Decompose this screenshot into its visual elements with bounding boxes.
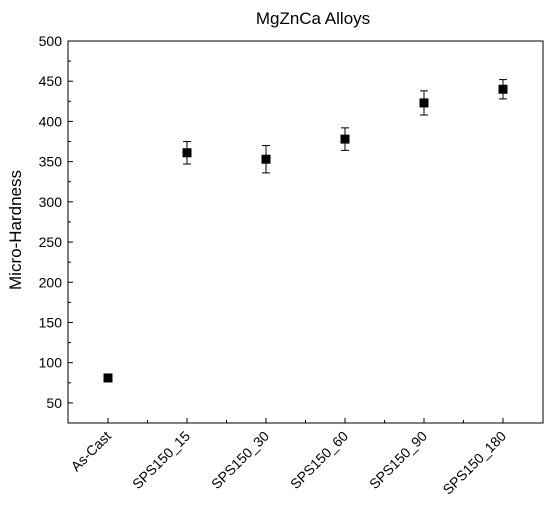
x-axis: As-Cast SPS150_15 SPS150_30 SPS150_60 SPS150… xyxy=(68,418,509,498)
y-tick-label: 50 xyxy=(46,395,62,411)
x-tick-label: SPS150_15 xyxy=(129,428,193,492)
data-point xyxy=(261,154,271,164)
data-point xyxy=(340,134,350,144)
x-tick-label: SPS150_90 xyxy=(366,428,430,492)
x-tick-label: SPS150_30 xyxy=(208,428,272,492)
y-tick-label: 450 xyxy=(39,73,63,89)
data-point xyxy=(182,148,192,158)
y-tick-label: 350 xyxy=(39,154,63,170)
plot-frame xyxy=(67,40,544,424)
y-axis-label: Micro-Hardness xyxy=(6,170,25,290)
y-tick-label: 200 xyxy=(39,274,63,290)
data-point xyxy=(498,84,508,94)
x-tick-label: SPS150_60 xyxy=(287,428,351,492)
y-axis: 50 100 150 200 250 300 350 400 450 500 xyxy=(39,33,73,411)
x-tick-label: As-Cast xyxy=(68,428,115,475)
y-tick-label: 500 xyxy=(39,33,63,49)
data-point xyxy=(103,373,113,383)
y-tick-label: 400 xyxy=(39,113,63,129)
chart-title: MgZnCa Alloys xyxy=(256,9,370,28)
x-tick-label: SPS150_180 xyxy=(439,428,509,498)
y-tick-label: 300 xyxy=(39,194,63,210)
y-tick-label: 100 xyxy=(39,355,63,371)
y-tick-label: 250 xyxy=(39,234,63,250)
y-tick-label: 150 xyxy=(39,314,63,330)
data-point xyxy=(419,98,429,108)
data-marks xyxy=(103,79,508,383)
